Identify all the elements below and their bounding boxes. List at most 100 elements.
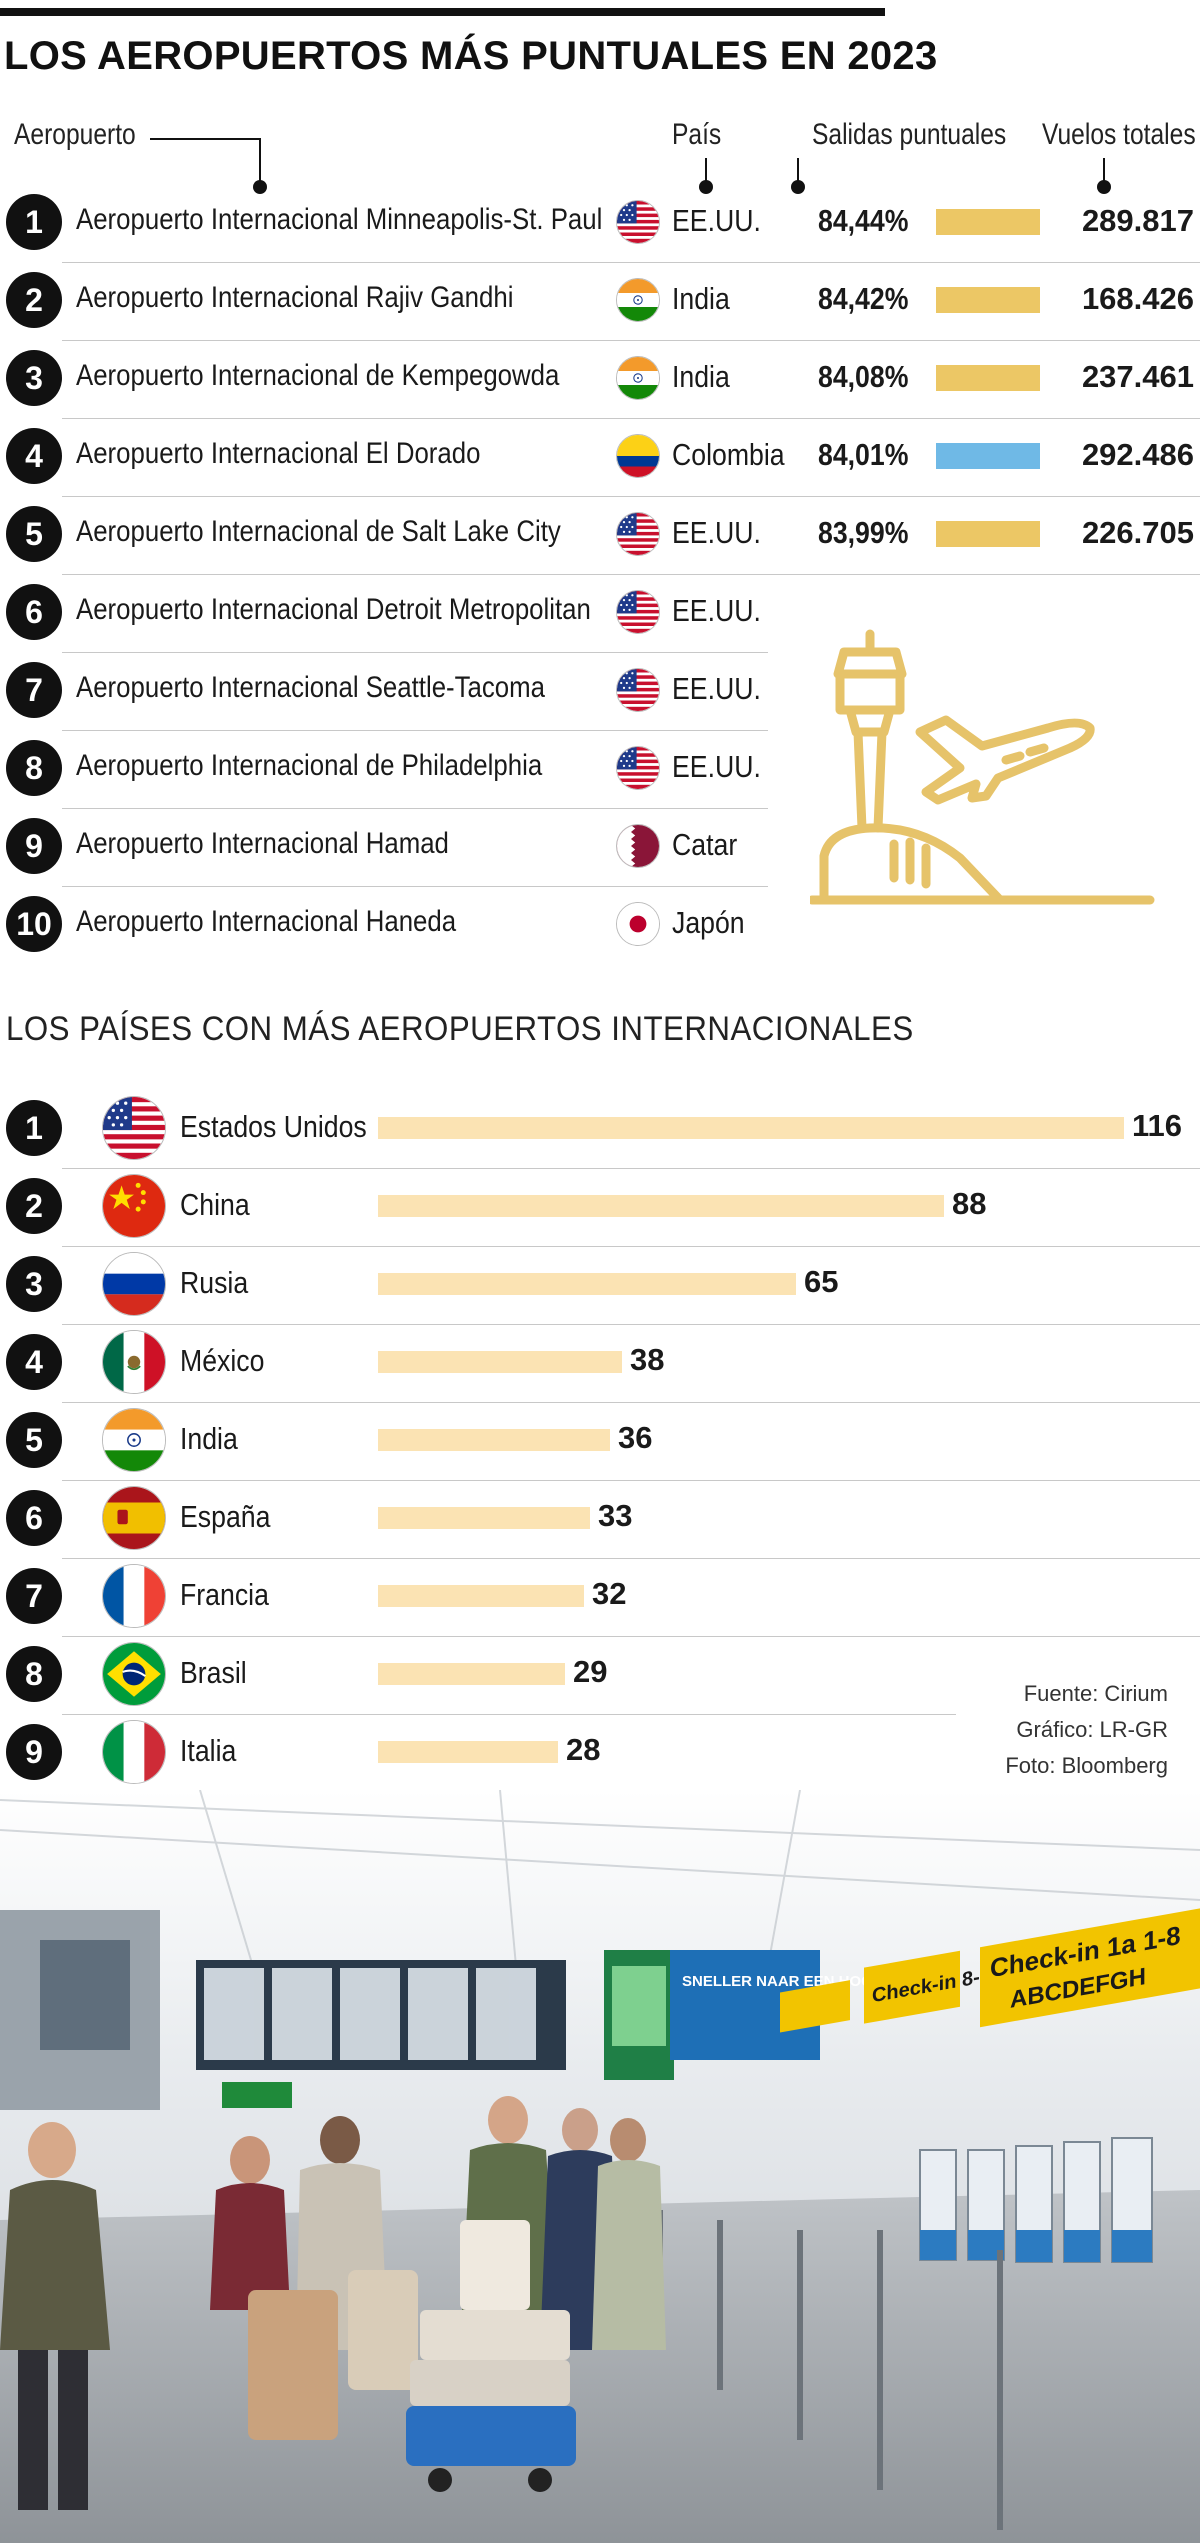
row-divider — [62, 1480, 1200, 1481]
country-bar — [378, 1117, 1124, 1139]
country-name: Brasil — [180, 1655, 247, 1690]
france-flag-icon — [102, 1564, 166, 1628]
rank-badge: 2 — [6, 1178, 62, 1234]
country-name: Francia — [180, 1577, 269, 1612]
credit-source: Fuente: Cirium — [1023, 1681, 1168, 1706]
airport-country: India — [672, 281, 730, 316]
punctual-value: 84,01% — [818, 437, 909, 472]
rank-badge: 2 — [6, 272, 62, 328]
rank-badge: 4 — [6, 1334, 62, 1390]
leader-dot — [699, 180, 713, 194]
leader-line — [797, 158, 799, 184]
country-bar — [378, 1351, 622, 1373]
country-bar — [378, 1507, 590, 1529]
russia-flag-icon — [102, 1252, 166, 1316]
rank-badge: 6 — [6, 1490, 62, 1546]
country-name: España — [180, 1499, 271, 1534]
airport-country: EE.UU. — [672, 671, 761, 706]
airport-country: EE.UU. — [672, 203, 761, 238]
rank-badge: 3 — [6, 1256, 62, 1312]
country-value: 36 — [618, 1420, 653, 1455]
country-bar — [378, 1429, 610, 1451]
country-name: India — [180, 1421, 238, 1456]
leader-line — [705, 158, 707, 184]
rank-badge: 5 — [6, 1412, 62, 1468]
countries-subtitle: LOS PAÍSES CON MÁS AEROPUERTOS INTERNACI… — [6, 1010, 914, 1048]
airport-name: Aeropuerto Internacional Rajiv Gandhi — [76, 281, 514, 314]
country-name: México — [180, 1343, 265, 1378]
country-bar — [378, 1741, 558, 1763]
leader-dot — [791, 180, 805, 194]
airport-terminal-photo: SNELLER NAAR EEN HOGER NIVEAU Check-in 8… — [0, 1790, 1200, 2543]
italy-flag-icon — [102, 1720, 166, 1784]
rank-badge: 9 — [6, 1724, 62, 1780]
rank-badge: 8 — [6, 1646, 62, 1702]
row-divider — [62, 418, 1200, 419]
rank-badge: 7 — [6, 1568, 62, 1624]
us-flag-icon — [616, 512, 660, 556]
us-flag-icon — [616, 746, 660, 790]
airport-country: EE.UU. — [672, 515, 761, 550]
credit-graphic: Gráfico: LR-GR — [1016, 1717, 1168, 1742]
airport-country: Colombia — [672, 437, 785, 472]
airport-country: Catar — [672, 827, 738, 862]
country-name: China — [180, 1187, 250, 1222]
total-flights: 226.705 — [1081, 515, 1194, 550]
row-divider — [62, 496, 1200, 497]
airport-name: Aeropuerto Internacional de Kempegowda — [76, 359, 560, 392]
row-divider — [62, 1402, 1200, 1403]
india-flag-icon — [616, 278, 660, 322]
punctual-bar — [936, 209, 1040, 235]
airport-country: India — [672, 359, 730, 394]
country-value: 38 — [630, 1342, 665, 1377]
rank-badge: 7 — [6, 662, 62, 718]
top-rule — [0, 8, 885, 16]
row-divider — [62, 1714, 956, 1715]
spain-flag-icon — [102, 1486, 166, 1550]
airport-name: Aeropuerto Internacional El Dorado — [76, 437, 481, 470]
rank-badge: 1 — [6, 194, 62, 250]
rank-badge: 3 — [6, 350, 62, 406]
row-divider — [62, 652, 768, 653]
leader-dot — [253, 180, 267, 194]
row-divider — [62, 574, 1200, 575]
us-flag-icon — [102, 1096, 166, 1160]
us-flag-icon — [616, 590, 660, 634]
japan-flag-icon — [616, 902, 660, 946]
rank-badge: 6 — [6, 584, 62, 640]
row-divider — [62, 1168, 1200, 1169]
row-divider — [62, 886, 768, 887]
credit-photo: Foto: Bloomberg — [1005, 1753, 1168, 1778]
punctual-bar — [936, 443, 1040, 469]
total-flights: 168.426 — [1081, 281, 1194, 316]
rank-badge: 1 — [6, 1100, 62, 1156]
row-divider — [62, 1246, 1200, 1247]
row-divider — [62, 1636, 1200, 1637]
leader-line — [150, 138, 260, 140]
airport-country: EE.UU. — [672, 749, 761, 784]
mexico-flag-icon — [102, 1330, 166, 1394]
country-bar — [378, 1585, 584, 1607]
country-value: 29 — [573, 1654, 608, 1689]
leader-dot — [1097, 180, 1111, 194]
punctual-bar — [936, 521, 1040, 547]
row-divider — [62, 262, 1200, 263]
india-flag-icon — [102, 1408, 166, 1472]
qatar-flag-icon — [616, 824, 660, 868]
country-name: Rusia — [180, 1265, 249, 1300]
country-bar — [378, 1663, 565, 1685]
country-value: 88 — [952, 1186, 987, 1221]
punctual-bar — [936, 287, 1040, 313]
page-title: LOS AEROPUERTOS MÁS PUNTUALES EN 2023 — [4, 34, 938, 78]
airport-name: Aeropuerto Internacional de Philadelphia — [76, 749, 543, 782]
airport-name: Aeropuerto Internacional de Salt Lake Ci… — [76, 515, 561, 548]
rank-badge: 9 — [6, 818, 62, 874]
china-flag-icon — [102, 1174, 166, 1238]
punctual-bar — [936, 365, 1040, 391]
total-flights: 292.486 — [1081, 437, 1194, 472]
header-flights: Vuelos totales — [1042, 118, 1196, 151]
row-divider — [62, 340, 1200, 341]
us-flag-icon — [616, 200, 660, 244]
airport-country: Japón — [672, 905, 745, 940]
airport-name: Aeropuerto Internacional Hamad — [76, 827, 449, 860]
